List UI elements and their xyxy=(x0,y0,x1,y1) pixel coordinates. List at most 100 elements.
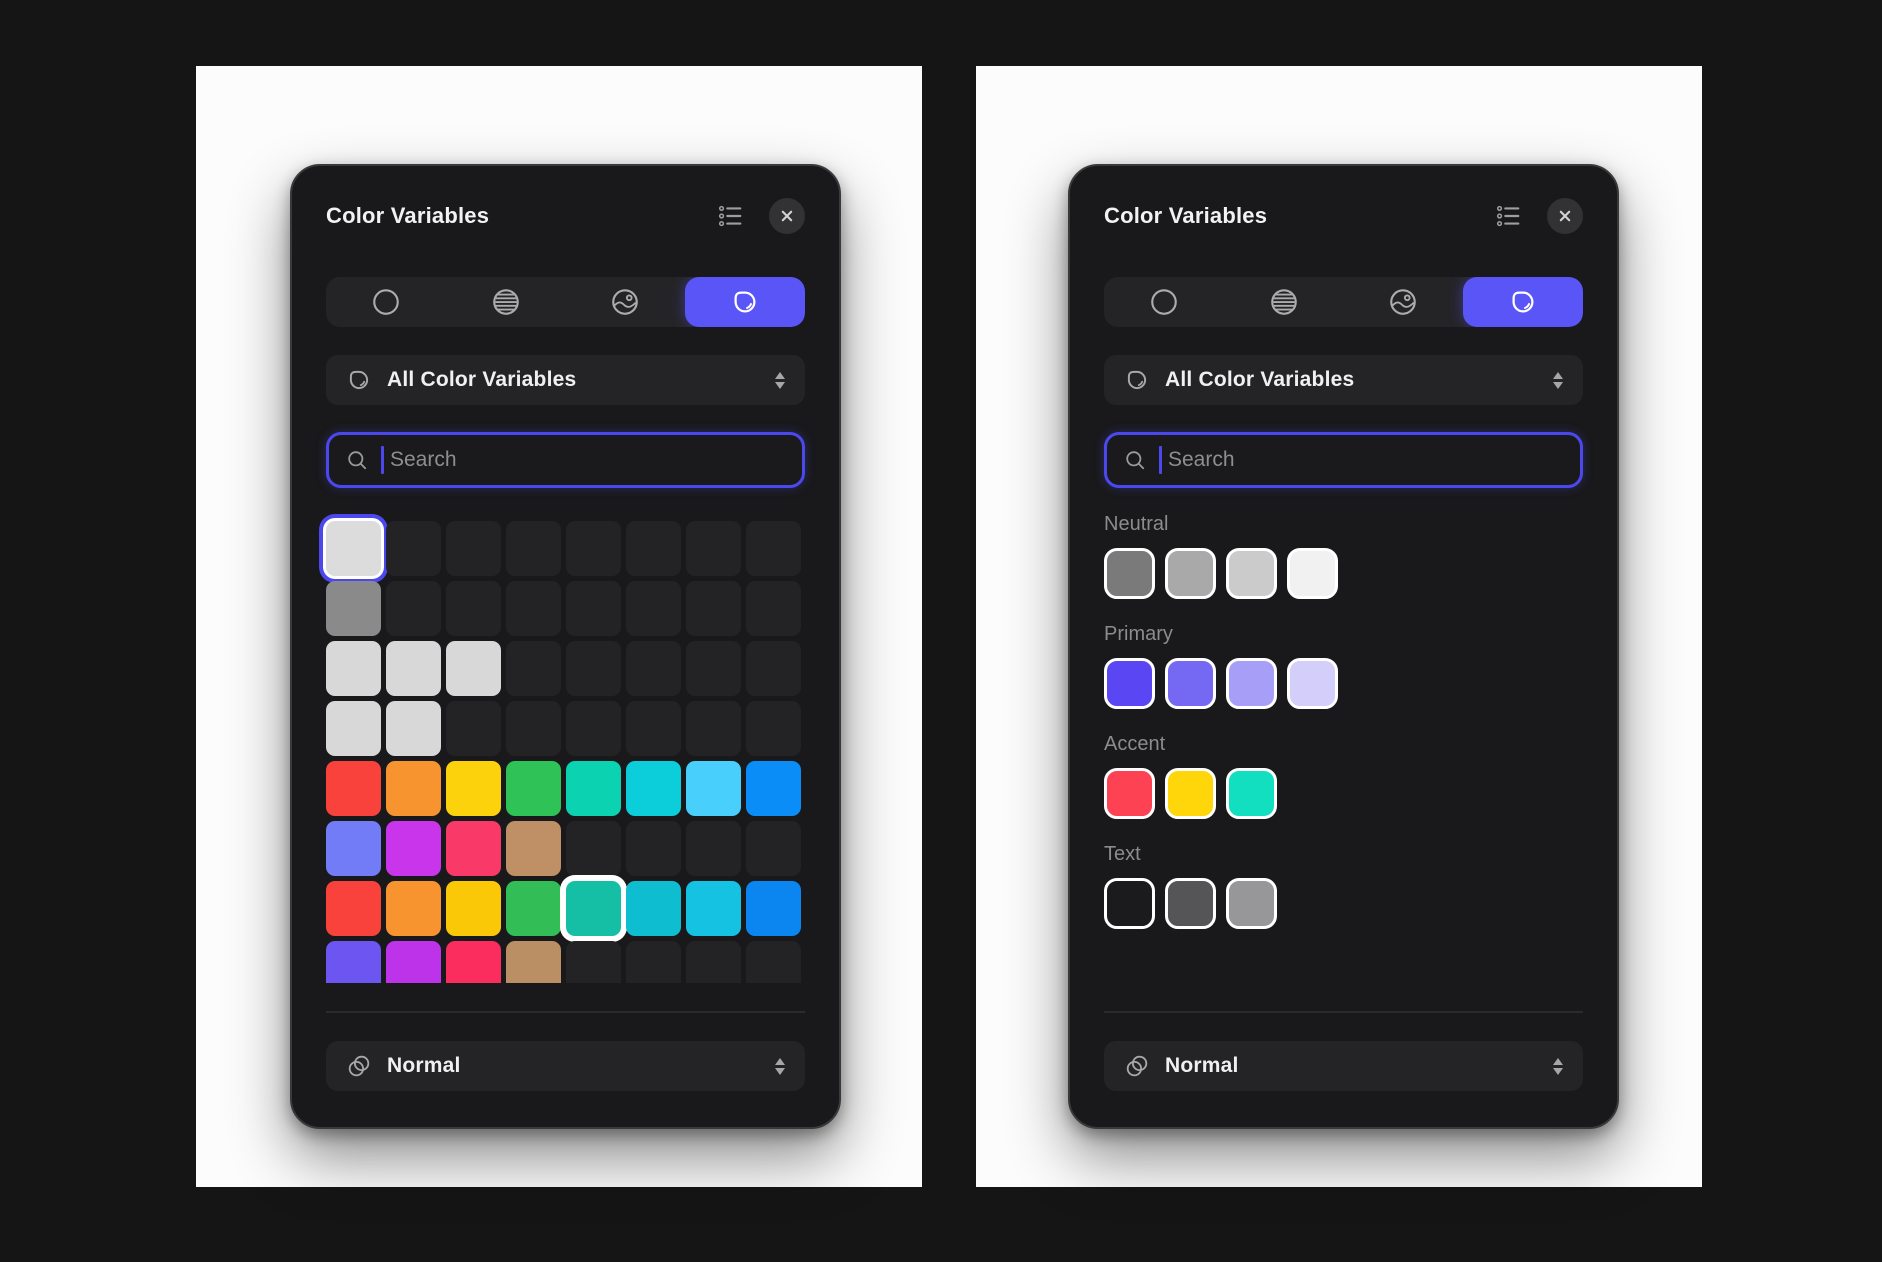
color-swatch[interactable] xyxy=(326,641,381,696)
color-swatch[interactable] xyxy=(506,821,561,876)
gradient-icon xyxy=(1269,287,1299,317)
tab-image-fill[interactable] xyxy=(566,277,686,327)
stepper-icon xyxy=(775,371,785,389)
variable-scope-dropdown[interactable]: All Color Variables xyxy=(326,355,805,405)
variable-scope-label: All Color Variables xyxy=(1165,368,1355,391)
empty-swatch-slot xyxy=(626,941,681,983)
empty-swatch-slot xyxy=(746,581,801,636)
color-swatch[interactable] xyxy=(446,641,501,696)
color-variable-icon xyxy=(730,287,760,317)
panel-title: Color Variables xyxy=(326,203,490,228)
color-swatch[interactable] xyxy=(326,761,381,816)
variable-scope-dropdown[interactable]: All Color Variables xyxy=(1104,355,1583,405)
color-swatch[interactable] xyxy=(746,761,801,816)
close-button[interactable] xyxy=(1547,198,1583,234)
color-swatch[interactable] xyxy=(626,761,681,816)
color-swatch[interactable] xyxy=(326,701,381,756)
tab-solid-color[interactable] xyxy=(326,277,446,327)
color-variable-swatch[interactable] xyxy=(1165,768,1216,819)
empty-swatch-slot xyxy=(746,941,801,983)
color-swatch[interactable] xyxy=(566,881,621,936)
empty-swatch-slot xyxy=(506,641,561,696)
color-swatch[interactable] xyxy=(446,881,501,936)
color-variable-swatch[interactable] xyxy=(1226,658,1277,709)
color-variable-swatch[interactable] xyxy=(1104,658,1155,709)
close-button[interactable] xyxy=(769,198,805,234)
blend-mode-label: Normal xyxy=(1165,1054,1239,1077)
empty-swatch-slot xyxy=(626,701,681,756)
color-swatch[interactable] xyxy=(386,941,441,983)
color-swatch[interactable] xyxy=(326,521,381,576)
text-caret xyxy=(381,446,384,474)
tab-gradient[interactable] xyxy=(446,277,566,327)
section-label-text: Text xyxy=(1104,843,1141,865)
swatch-row xyxy=(1104,878,1583,929)
color-swatch[interactable] xyxy=(386,821,441,876)
blend-mode-dropdown[interactable]: Normal xyxy=(326,1041,805,1091)
color-variable-swatch[interactable] xyxy=(1165,878,1216,929)
tab-color-variables[interactable] xyxy=(1463,277,1583,327)
header-actions xyxy=(717,198,805,234)
divider xyxy=(1104,1011,1583,1013)
list-view-button[interactable] xyxy=(717,203,743,229)
tab-image-fill[interactable] xyxy=(1344,277,1464,327)
color-variable-swatch[interactable] xyxy=(1226,548,1277,599)
color-variables-panel-grid: Color Variables All Color Variables Sear… xyxy=(290,164,841,1129)
color-variable-swatch[interactable] xyxy=(1104,548,1155,599)
color-swatch[interactable] xyxy=(386,641,441,696)
section-label-neutral: Neutral xyxy=(1104,513,1169,535)
color-swatch[interactable] xyxy=(386,761,441,816)
color-swatch[interactable] xyxy=(446,941,501,983)
color-swatch[interactable] xyxy=(326,581,381,636)
color-swatch[interactable] xyxy=(506,761,561,816)
empty-swatch-slot xyxy=(386,581,441,636)
color-variable-swatch[interactable] xyxy=(1104,878,1155,929)
search-placeholder: Search xyxy=(390,448,457,471)
search-placeholder: Search xyxy=(1168,448,1235,471)
search-icon xyxy=(345,448,369,472)
color-swatch[interactable] xyxy=(506,941,561,983)
color-swatch[interactable] xyxy=(686,761,741,816)
color-variable-swatch[interactable] xyxy=(1226,768,1277,819)
color-swatch[interactable] xyxy=(326,821,381,876)
swatch-grid-scroll-area[interactable] xyxy=(318,513,813,983)
color-variable-swatch[interactable] xyxy=(1287,658,1338,709)
tab-gradient[interactable] xyxy=(1224,277,1344,327)
empty-swatch-slot xyxy=(566,701,621,756)
color-swatch[interactable] xyxy=(506,881,561,936)
variable-scope-label: All Color Variables xyxy=(387,368,577,391)
color-variable-swatch[interactable] xyxy=(1226,878,1277,929)
color-swatch[interactable] xyxy=(386,701,441,756)
empty-swatch-slot xyxy=(566,581,621,636)
search-input[interactable]: Search xyxy=(1104,432,1583,488)
blend-mode-dropdown[interactable]: Normal xyxy=(1104,1041,1583,1091)
search-input[interactable]: Search xyxy=(326,432,805,488)
color-swatch[interactable] xyxy=(746,881,801,936)
empty-swatch-slot xyxy=(626,521,681,576)
color-swatch[interactable] xyxy=(386,881,441,936)
color-swatch[interactable] xyxy=(326,881,381,936)
tab-solid-color[interactable] xyxy=(1104,277,1224,327)
color-swatch[interactable] xyxy=(626,881,681,936)
empty-swatch-slot xyxy=(566,821,621,876)
color-swatch[interactable] xyxy=(686,881,741,936)
color-swatch[interactable] xyxy=(566,761,621,816)
empty-swatch-slot xyxy=(446,581,501,636)
empty-swatch-slot xyxy=(506,521,561,576)
color-variable-swatch[interactable] xyxy=(1165,548,1216,599)
empty-swatch-slot xyxy=(506,581,561,636)
color-swatch[interactable] xyxy=(326,941,381,983)
swatch-row xyxy=(1104,768,1583,819)
image-fill-icon xyxy=(1388,287,1418,317)
blend-mode-icon xyxy=(1124,1053,1150,1079)
color-variable-swatch[interactable] xyxy=(1287,548,1338,599)
color-swatch[interactable] xyxy=(446,761,501,816)
list-view-button[interactable] xyxy=(1495,203,1521,229)
color-swatch[interactable] xyxy=(446,821,501,876)
tab-color-variables[interactable] xyxy=(685,277,805,327)
empty-swatch-slot xyxy=(386,521,441,576)
color-variable-icon xyxy=(1508,287,1538,317)
color-variable-swatch[interactable] xyxy=(1165,658,1216,709)
color-variable-swatch[interactable] xyxy=(1104,768,1155,819)
empty-swatch-slot xyxy=(566,641,621,696)
